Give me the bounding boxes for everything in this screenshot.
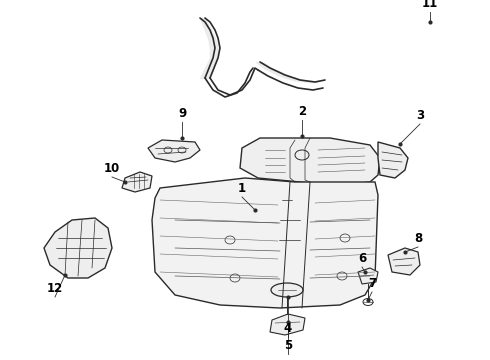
Text: 1: 1 <box>238 182 246 195</box>
Polygon shape <box>152 178 378 308</box>
Text: 12: 12 <box>47 282 63 295</box>
Polygon shape <box>378 142 408 178</box>
Polygon shape <box>44 218 112 278</box>
Text: 6: 6 <box>358 252 366 265</box>
Text: 9: 9 <box>178 107 186 120</box>
Polygon shape <box>122 172 152 192</box>
Text: 10: 10 <box>104 162 120 175</box>
Text: 3: 3 <box>416 109 424 122</box>
Text: 2: 2 <box>298 105 306 118</box>
Ellipse shape <box>271 283 303 297</box>
Polygon shape <box>270 314 305 335</box>
Polygon shape <box>148 140 200 162</box>
Text: 5: 5 <box>284 339 292 352</box>
Polygon shape <box>358 268 378 284</box>
Text: 7: 7 <box>368 277 376 290</box>
Text: 8: 8 <box>414 232 422 245</box>
Text: 11: 11 <box>422 0 438 10</box>
Polygon shape <box>240 138 380 185</box>
Text: 4: 4 <box>284 322 292 335</box>
Polygon shape <box>388 248 420 275</box>
